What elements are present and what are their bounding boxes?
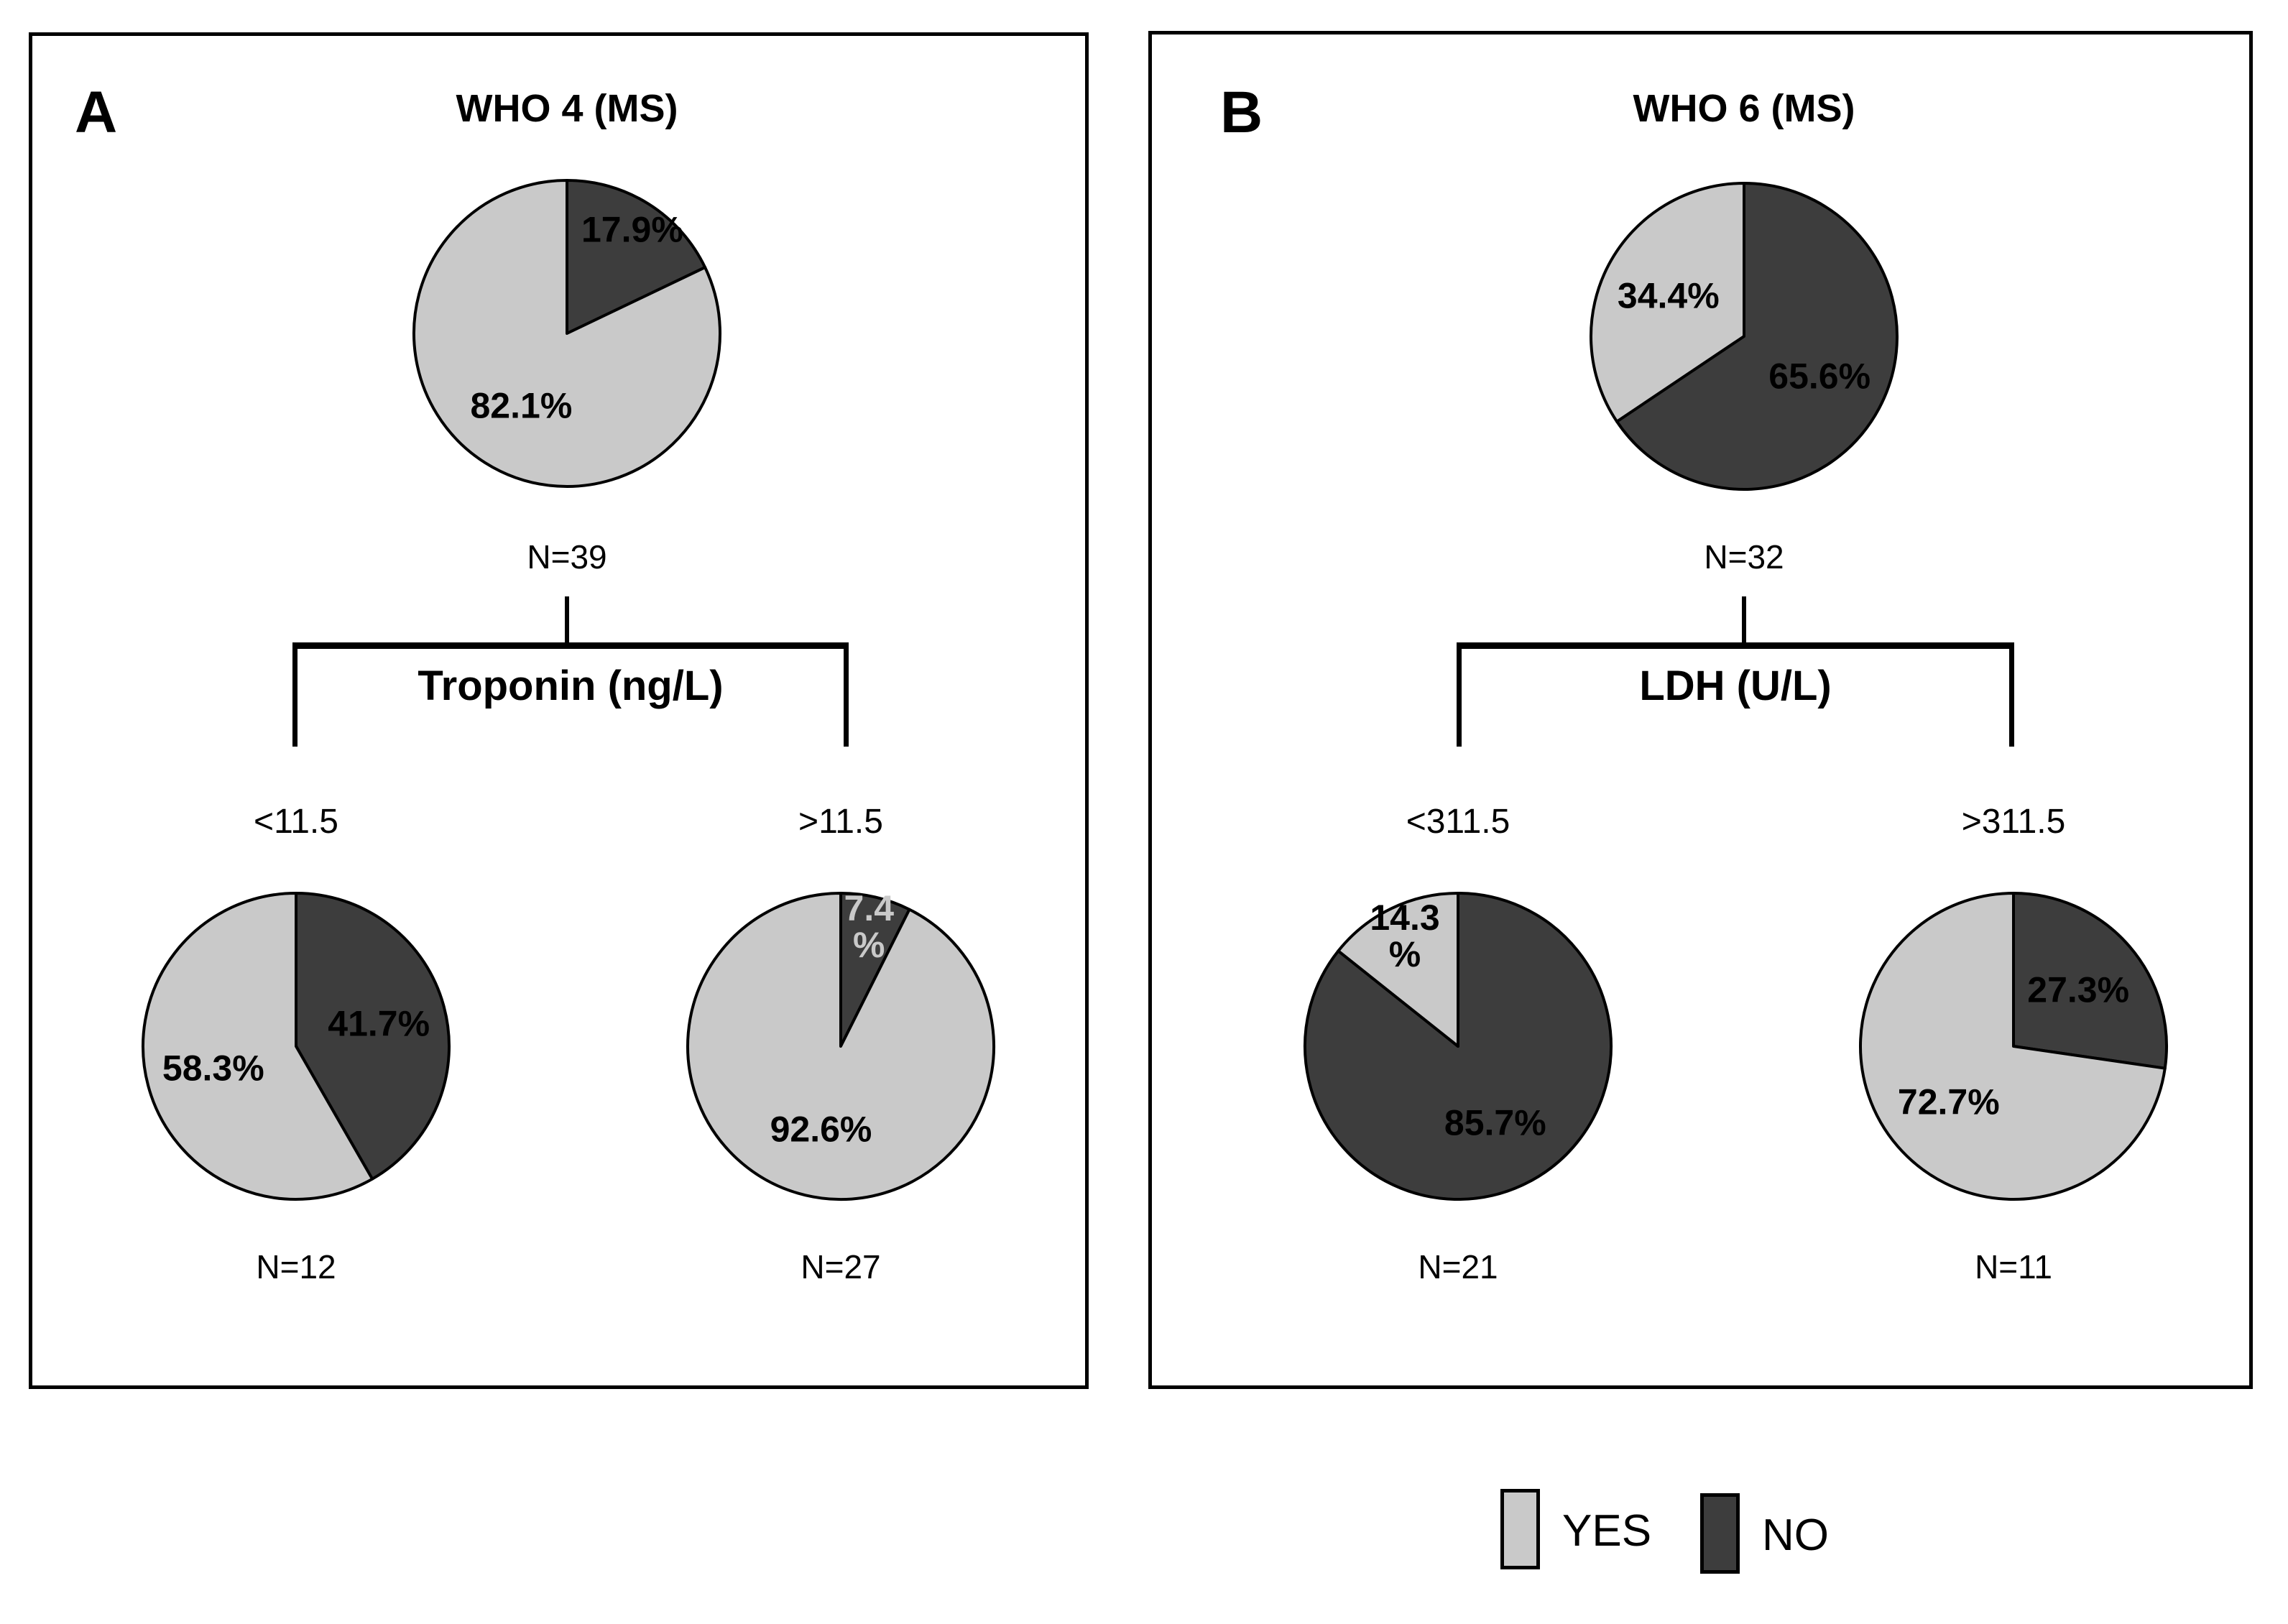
split-variable-a: Troponin (ng/L) bbox=[418, 663, 724, 709]
n-label-b-root: N=32 bbox=[1704, 538, 1784, 576]
legend-label-no: NO bbox=[1762, 1510, 1829, 1560]
tree-stem-a bbox=[565, 596, 569, 644]
pie-slice-no bbox=[295, 892, 451, 1181]
tree-stem-b bbox=[1742, 596, 1746, 644]
pie-slice-no bbox=[566, 179, 707, 335]
legend-swatch-no bbox=[1700, 1493, 1740, 1574]
branch-condition-a-right: >11.5 bbox=[798, 803, 883, 841]
pie-slice-label: 17.9% bbox=[581, 209, 683, 250]
pie-slice-yes bbox=[1337, 892, 1459, 1048]
branch-condition-a-left: <11.5 bbox=[254, 803, 338, 841]
pie-slice-yes bbox=[1590, 182, 1745, 423]
pie-slice-yes bbox=[412, 179, 721, 488]
pie-b-root: 65.6% 34.4% bbox=[1586, 178, 1902, 494]
pie-slice-yes bbox=[142, 892, 374, 1201]
n-label-a-branch-left: N=12 bbox=[256, 1248, 336, 1286]
pie-slice-label: 34.4% bbox=[1617, 275, 1720, 316]
tree-drop-b-right bbox=[2009, 642, 2014, 747]
n-label-b-branch-left: N=21 bbox=[1418, 1248, 1498, 1286]
pie-slice-label: 14.3 % bbox=[1370, 897, 1440, 974]
pie-slice-no bbox=[2012, 892, 2168, 1070]
pie-slice-label: 41.7% bbox=[328, 1003, 430, 1044]
branch-condition-b-right: >311.5 bbox=[1961, 803, 2066, 841]
tree-drop-b-left bbox=[1457, 642, 1462, 747]
branch-condition-b-left: <311.5 bbox=[1406, 803, 1510, 841]
split-variable-b: LDH (U/L) bbox=[1639, 663, 1832, 709]
n-label-a-root: N=39 bbox=[527, 538, 607, 576]
pie-slice-label: 65.6% bbox=[1768, 356, 1871, 397]
pie-slice-label: 27.3% bbox=[2027, 969, 2130, 1010]
tree-bracket-b bbox=[1457, 642, 2014, 649]
pie-slice-no bbox=[1304, 892, 1613, 1201]
pie-slice-label: 7.4 % bbox=[844, 888, 895, 966]
n-label-a-branch-right: N=27 bbox=[801, 1248, 881, 1286]
n-label-b-branch-right: N=11 bbox=[1975, 1248, 2052, 1286]
pie-slice-label: 82.1% bbox=[470, 385, 573, 426]
tree-bracket-a bbox=[292, 642, 849, 649]
panel-a-title: WHO 4 (MS) bbox=[456, 87, 678, 130]
panel-b-title: WHO 6 (MS) bbox=[1633, 87, 1855, 130]
pie-a-branch-left: 41.7% 58.3% bbox=[138, 888, 454, 1204]
panel-b-letter: B bbox=[1220, 80, 1263, 145]
pie-b-branch-right: 27.3% 72.7% bbox=[1855, 888, 2172, 1204]
pie-slice-label: 85.7% bbox=[1444, 1102, 1546, 1143]
pie-slice-label: 72.7% bbox=[1897, 1081, 2000, 1122]
pie-slice-yes bbox=[686, 892, 995, 1201]
pie-b-branch-left: 85.7% 14.3 % bbox=[1300, 888, 1616, 1204]
tree-drop-a-left bbox=[292, 642, 297, 747]
pie-slice-label: 58.3% bbox=[162, 1048, 264, 1089]
pie-a-branch-right: 7.4 % 92.6% bbox=[683, 888, 999, 1204]
legend-label-yes: YES bbox=[1562, 1506, 1652, 1556]
tree-drop-a-right bbox=[844, 642, 849, 747]
legend-swatch-yes bbox=[1500, 1489, 1540, 1569]
panel-a-letter: A bbox=[75, 80, 118, 145]
pie-slice-no bbox=[1615, 182, 1899, 491]
pie-slice-label: 92.6% bbox=[770, 1109, 872, 1150]
pie-slice-yes bbox=[1859, 892, 2167, 1201]
pie-a-root: 17.9% 82.1% bbox=[409, 175, 725, 492]
